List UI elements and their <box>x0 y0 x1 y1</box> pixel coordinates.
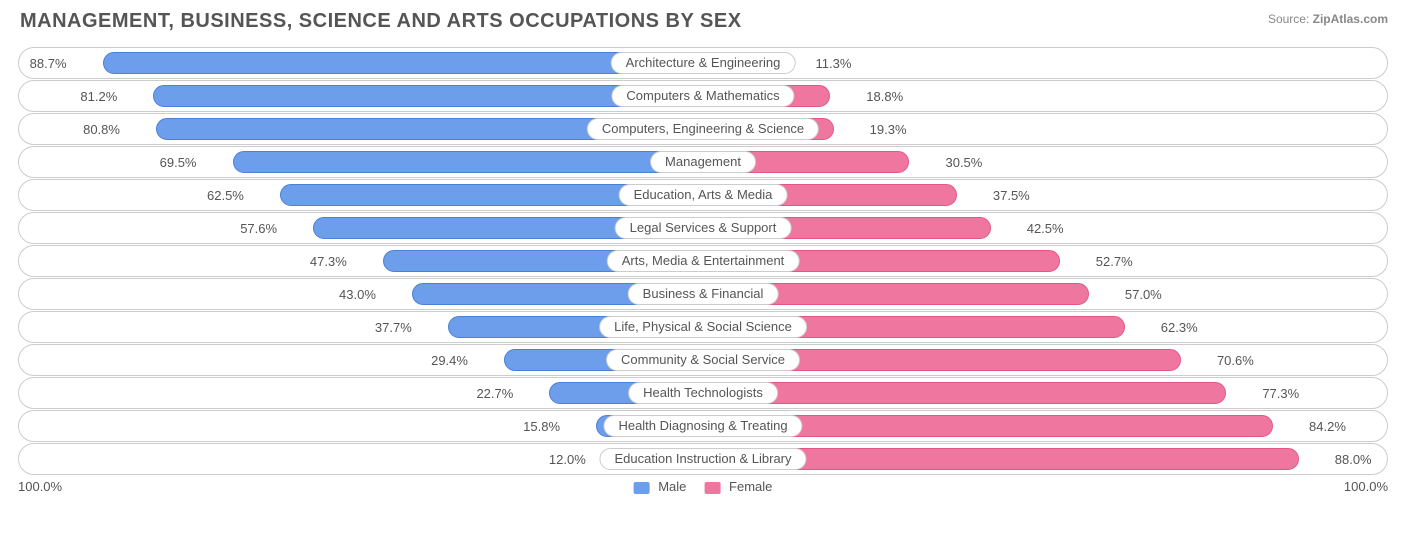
female-percent: 30.5% <box>945 147 982 178</box>
male-percent: 69.5% <box>160 147 197 178</box>
male-percent: 47.3% <box>310 246 347 277</box>
legend-male-swatch <box>634 482 650 494</box>
male-percent: 62.5% <box>207 180 244 211</box>
chart-row: Health Diagnosing & Treating 15.8% 84.2% <box>18 410 1388 442</box>
male-percent: 12.0% <box>549 444 586 475</box>
male-percent: 29.4% <box>431 345 468 376</box>
chart-row: Computers & Mathematics 81.2% 18.8% <box>18 80 1388 112</box>
chart-row: Education, Arts & Media 62.5% 37.5% <box>18 179 1388 211</box>
male-percent: 15.8% <box>523 411 560 442</box>
legend-male: Male <box>634 479 687 494</box>
category-label: Management <box>650 151 756 173</box>
chart-row: Architecture & Engineering 88.7% 11.3% <box>18 47 1388 79</box>
male-bar <box>233 151 704 173</box>
category-label: Community & Social Service <box>606 349 800 371</box>
female-percent: 18.8% <box>866 81 903 112</box>
male-percent: 81.2% <box>80 81 117 112</box>
chart-row: Business & Financial 43.0% 57.0% <box>18 278 1388 310</box>
male-percent: 80.8% <box>83 114 120 145</box>
legend-male-label: Male <box>658 479 686 494</box>
chart-row: Legal Services & Support 57.6% 42.5% <box>18 212 1388 244</box>
category-label: Business & Financial <box>628 283 779 305</box>
female-percent: 70.6% <box>1217 345 1254 376</box>
axis-left-label: 100.0% <box>18 479 62 494</box>
female-percent: 88.0% <box>1335 444 1372 475</box>
female-bar <box>703 382 1226 404</box>
female-percent: 84.2% <box>1309 411 1346 442</box>
chart-row: Management 69.5% 30.5% <box>18 146 1388 178</box>
chart-axis: 100.0% Male Female 100.0% <box>18 479 1388 505</box>
chart-row: Arts, Media & Entertainment 47.3% 52.7% <box>18 245 1388 277</box>
category-label: Computers, Engineering & Science <box>587 118 819 140</box>
female-percent: 11.3% <box>816 48 852 79</box>
female-percent: 77.3% <box>1262 378 1299 409</box>
chart-row: Life, Physical & Social Science 37.7% 62.3… <box>18 311 1388 343</box>
chart-row: Computers, Engineering & Science 80.8% 19.… <box>18 113 1388 145</box>
category-label: Education Instruction & Library <box>599 448 806 470</box>
category-label: Legal Services & Support <box>615 217 792 239</box>
source-attribution: Source: ZipAtlas.com <box>1268 12 1388 26</box>
chart-rows: Architecture & Engineering88.7%11.3%Comp… <box>18 47 1388 475</box>
male-percent: 57.6% <box>240 213 277 244</box>
category-label: Life, Physical & Social Science <box>599 316 807 338</box>
male-percent: 88.7% <box>30 48 67 79</box>
source-site: ZipAtlas.com <box>1313 12 1388 26</box>
female-percent: 62.3% <box>1161 312 1198 343</box>
female-percent: 19.3% <box>870 114 907 145</box>
source-label: Source: <box>1268 12 1309 26</box>
male-percent: 43.0% <box>339 279 376 310</box>
female-percent: 37.5% <box>993 180 1030 211</box>
legend: Male Female <box>634 479 773 494</box>
category-label: Arts, Media & Entertainment <box>607 250 800 272</box>
legend-female-swatch <box>704 482 720 494</box>
category-label: Education, Arts & Media <box>619 184 788 206</box>
category-label: Computers & Mathematics <box>611 85 794 107</box>
category-label: Architecture & Engineering <box>611 52 796 74</box>
chart-row: Education Instruction & Library 12.0% 88.0… <box>18 443 1388 475</box>
legend-female-label: Female <box>729 479 772 494</box>
male-percent: 22.7% <box>476 378 513 409</box>
axis-right-label: 100.0% <box>1344 479 1388 494</box>
chart-row: Health Technologists 22.7% 77.3% <box>18 377 1388 409</box>
female-percent: 42.5% <box>1027 213 1064 244</box>
category-label: Health Diagnosing & Treating <box>603 415 802 437</box>
male-percent: 37.7% <box>375 312 412 343</box>
chart-title: MANAGEMENT, BUSINESS, SCIENCE AND ARTS O… <box>20 10 1388 33</box>
female-percent: 52.7% <box>1096 246 1133 277</box>
chart-row: Community & Social Service 29.4% 70.6% <box>18 344 1388 376</box>
legend-female: Female <box>704 479 772 494</box>
category-label: Health Technologists <box>628 382 778 404</box>
female-percent: 57.0% <box>1125 279 1162 310</box>
